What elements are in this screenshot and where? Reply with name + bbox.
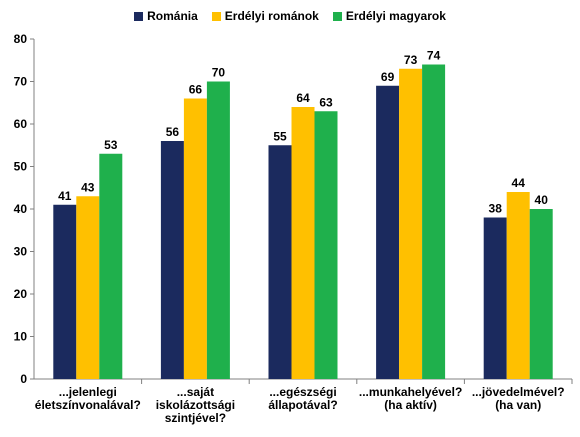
y-tick-label: 50 [14, 160, 28, 174]
bar [291, 107, 315, 379]
x-tick-label: iskolázottsági [156, 398, 235, 412]
bar [268, 145, 292, 379]
x-tick-label: életszínvonalával? [35, 398, 141, 412]
legend-label-erdelyi-magyarok: Erdélyi magyarok [345, 9, 446, 23]
legend-swatch-romania [134, 11, 144, 21]
bar [483, 217, 507, 379]
bar [160, 141, 184, 379]
x-tick-label: szintjével? [165, 411, 226, 425]
y-tick-label: 70 [14, 75, 28, 89]
bar [399, 68, 423, 379]
bar [206, 81, 230, 379]
legend-item-romania: Románia [134, 9, 198, 23]
x-tick-label: ...saját [177, 385, 214, 399]
x-tick-label: ...munkahelyével? [359, 385, 462, 399]
data-label: 73 [404, 53, 418, 67]
y-tick-label: 60 [14, 117, 28, 131]
x-tick-label: ...egészségi [269, 385, 336, 399]
legend-swatch-erdelyi-magyarok [332, 11, 342, 21]
legend-swatch-erdelyi-romanok [211, 11, 221, 21]
legend-item-erdelyi-magyarok: Erdélyi magyarok [332, 9, 446, 23]
legend: Románia Erdélyi románok Erdélyi magyarok [0, 9, 580, 23]
bar [506, 192, 530, 379]
y-tick-label: 0 [20, 372, 27, 386]
y-tick-label: 40 [14, 202, 28, 216]
bar [53, 204, 77, 379]
bar [529, 209, 553, 379]
y-tick-label: 20 [14, 287, 28, 301]
bar [99, 153, 123, 379]
legend-label-romania: Románia [147, 9, 198, 23]
bar [422, 64, 446, 379]
data-label: 44 [512, 176, 526, 190]
y-tick-label: 30 [14, 245, 28, 259]
data-label: 74 [427, 49, 441, 63]
data-label: 40 [535, 193, 549, 207]
bar [183, 98, 207, 379]
y-tick-label: 80 [14, 32, 28, 46]
data-label: 64 [296, 91, 310, 105]
data-label: 43 [81, 180, 95, 194]
bar [76, 196, 100, 379]
legend-label-erdelyi-romanok: Erdélyi románok [224, 9, 319, 23]
data-label: 56 [166, 125, 180, 139]
data-label: 55 [273, 129, 287, 143]
legend-item-erdelyi-romanok: Erdélyi románok [211, 9, 319, 23]
data-label: 70 [212, 66, 226, 80]
x-tick-label: ...jelenlegi [59, 385, 117, 399]
bar [376, 85, 400, 379]
data-label: 41 [58, 189, 72, 203]
data-label: 38 [489, 202, 503, 216]
x-tick-label: (ha van) [495, 398, 541, 412]
x-tick-label: ...jövedelmével? [472, 385, 565, 399]
data-label: 63 [319, 95, 333, 109]
x-tick-label: állapotával? [268, 398, 337, 412]
x-tick-label: (ha aktív) [384, 398, 437, 412]
bar [314, 111, 338, 379]
data-label: 53 [104, 138, 118, 152]
data-label: 69 [381, 70, 395, 84]
y-tick-label: 10 [14, 330, 28, 344]
data-label: 66 [189, 83, 203, 97]
